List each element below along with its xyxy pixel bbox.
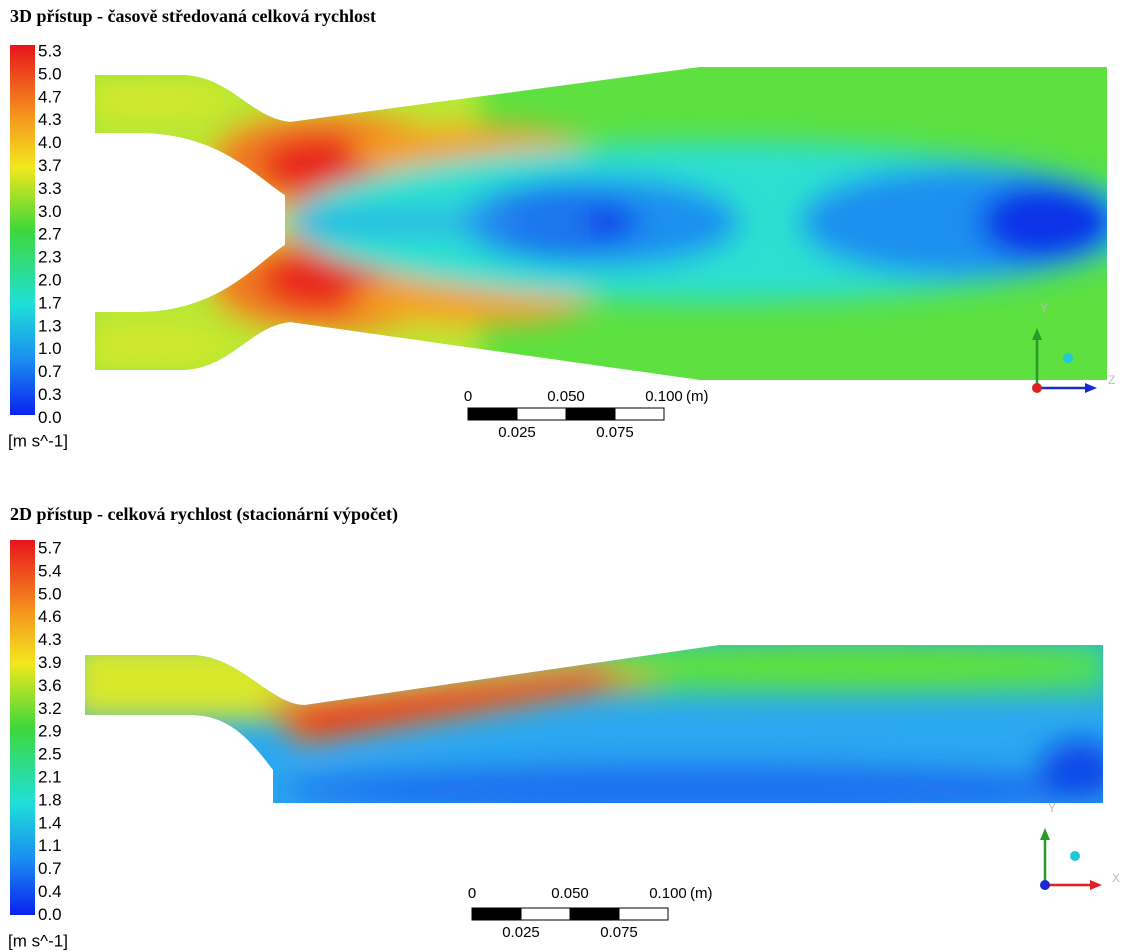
axis-label: Y [1040, 301, 1048, 315]
scale-bar [468, 408, 664, 420]
legend-tick-label: 3.6 [38, 676, 62, 695]
legend-tick-label: 0.4 [38, 882, 62, 901]
axis-label: X [1112, 871, 1120, 885]
scale-label: 0.025 [498, 424, 536, 441]
legend-tick-label: 4.0 [38, 133, 62, 152]
scale-label: 0.075 [600, 924, 638, 941]
legend-tick-label: 2.3 [38, 248, 62, 267]
legend-tick-label: 4.6 [38, 607, 62, 626]
panel-title: 2D přístup - celková rychlost (stacionár… [10, 504, 398, 525]
legend-unit: [m s^-1] [8, 431, 68, 450]
legend-tick-label: 0.3 [38, 385, 62, 404]
legend-tick-label: 5.4 [38, 561, 62, 580]
legend-tick-label: 5.0 [38, 584, 62, 603]
scale-label: 0 [464, 388, 472, 405]
contour-plot-2d [70, 640, 1120, 815]
legend-tick-label: 3.0 [38, 202, 62, 221]
axis-triad [1040, 828, 1102, 890]
scale-label: 0.050 [547, 388, 585, 405]
legend-unit: [m s^-1] [8, 931, 68, 950]
scale-label: 0 [468, 885, 476, 902]
legend-tick-label: 3.2 [38, 699, 62, 718]
legend-tick-label: 1.3 [38, 316, 62, 335]
colorbar [10, 45, 35, 415]
scale-label: 0.100 [645, 388, 683, 405]
scale-label: 0.050 [551, 885, 589, 902]
page: {"panels": [ {"title": "3D přístup - čas… [0, 0, 1122, 952]
scale-label: 0.100 [649, 885, 687, 902]
legend-tick-label: 1.8 [38, 790, 62, 809]
contour-plot-3d [70, 60, 1122, 390]
legend-tick-label: 2.7 [38, 225, 62, 244]
scale-label: (m) [690, 885, 713, 902]
legend-tick-label: 5.7 [38, 538, 62, 557]
legend-tick-label: 4.3 [38, 630, 62, 649]
legend-tick-label: 0.0 [38, 408, 62, 427]
colorbar [10, 540, 35, 915]
legend-tick-label: 4.3 [38, 110, 62, 129]
legend-tick-label: 5.0 [38, 64, 62, 83]
legend-tick-label: 1.0 [38, 339, 62, 358]
legend-tick-label: 2.1 [38, 767, 62, 786]
legend-tick-label: 0.0 [38, 905, 62, 924]
legend-tick-label: 1.7 [38, 293, 62, 312]
legend-tick-label: 2.9 [38, 722, 62, 741]
scale-bar [472, 908, 668, 920]
panel-title: 3D přístup - časově středovaná celková r… [10, 6, 376, 26]
legend-tick-label: 3.9 [38, 653, 62, 672]
legend-tick-label: 0.7 [38, 859, 62, 878]
axis-label: Z [1108, 373, 1115, 387]
legend-tick-label: 1.1 [38, 836, 62, 855]
scale-label: 0.025 [502, 924, 540, 941]
legend-tick-label: 2.0 [38, 270, 62, 289]
legend-tick-label: 4.7 [38, 87, 62, 106]
scale-label: 0.075 [596, 424, 634, 441]
legend-tick-label: 3.3 [38, 179, 62, 198]
legend-tick-label: 5.3 [38, 41, 62, 60]
legend-tick-label: 1.4 [38, 813, 62, 832]
axis-label: Y [1048, 801, 1056, 815]
legend-tick-label: 2.5 [38, 745, 62, 764]
figure: 3D přístup - časově středovaná celková r… [0, 0, 1122, 952]
legend-tick-label: 0.7 [38, 362, 62, 381]
legend-tick-label: 3.7 [38, 156, 62, 175]
scale-label: (m) [686, 388, 709, 405]
